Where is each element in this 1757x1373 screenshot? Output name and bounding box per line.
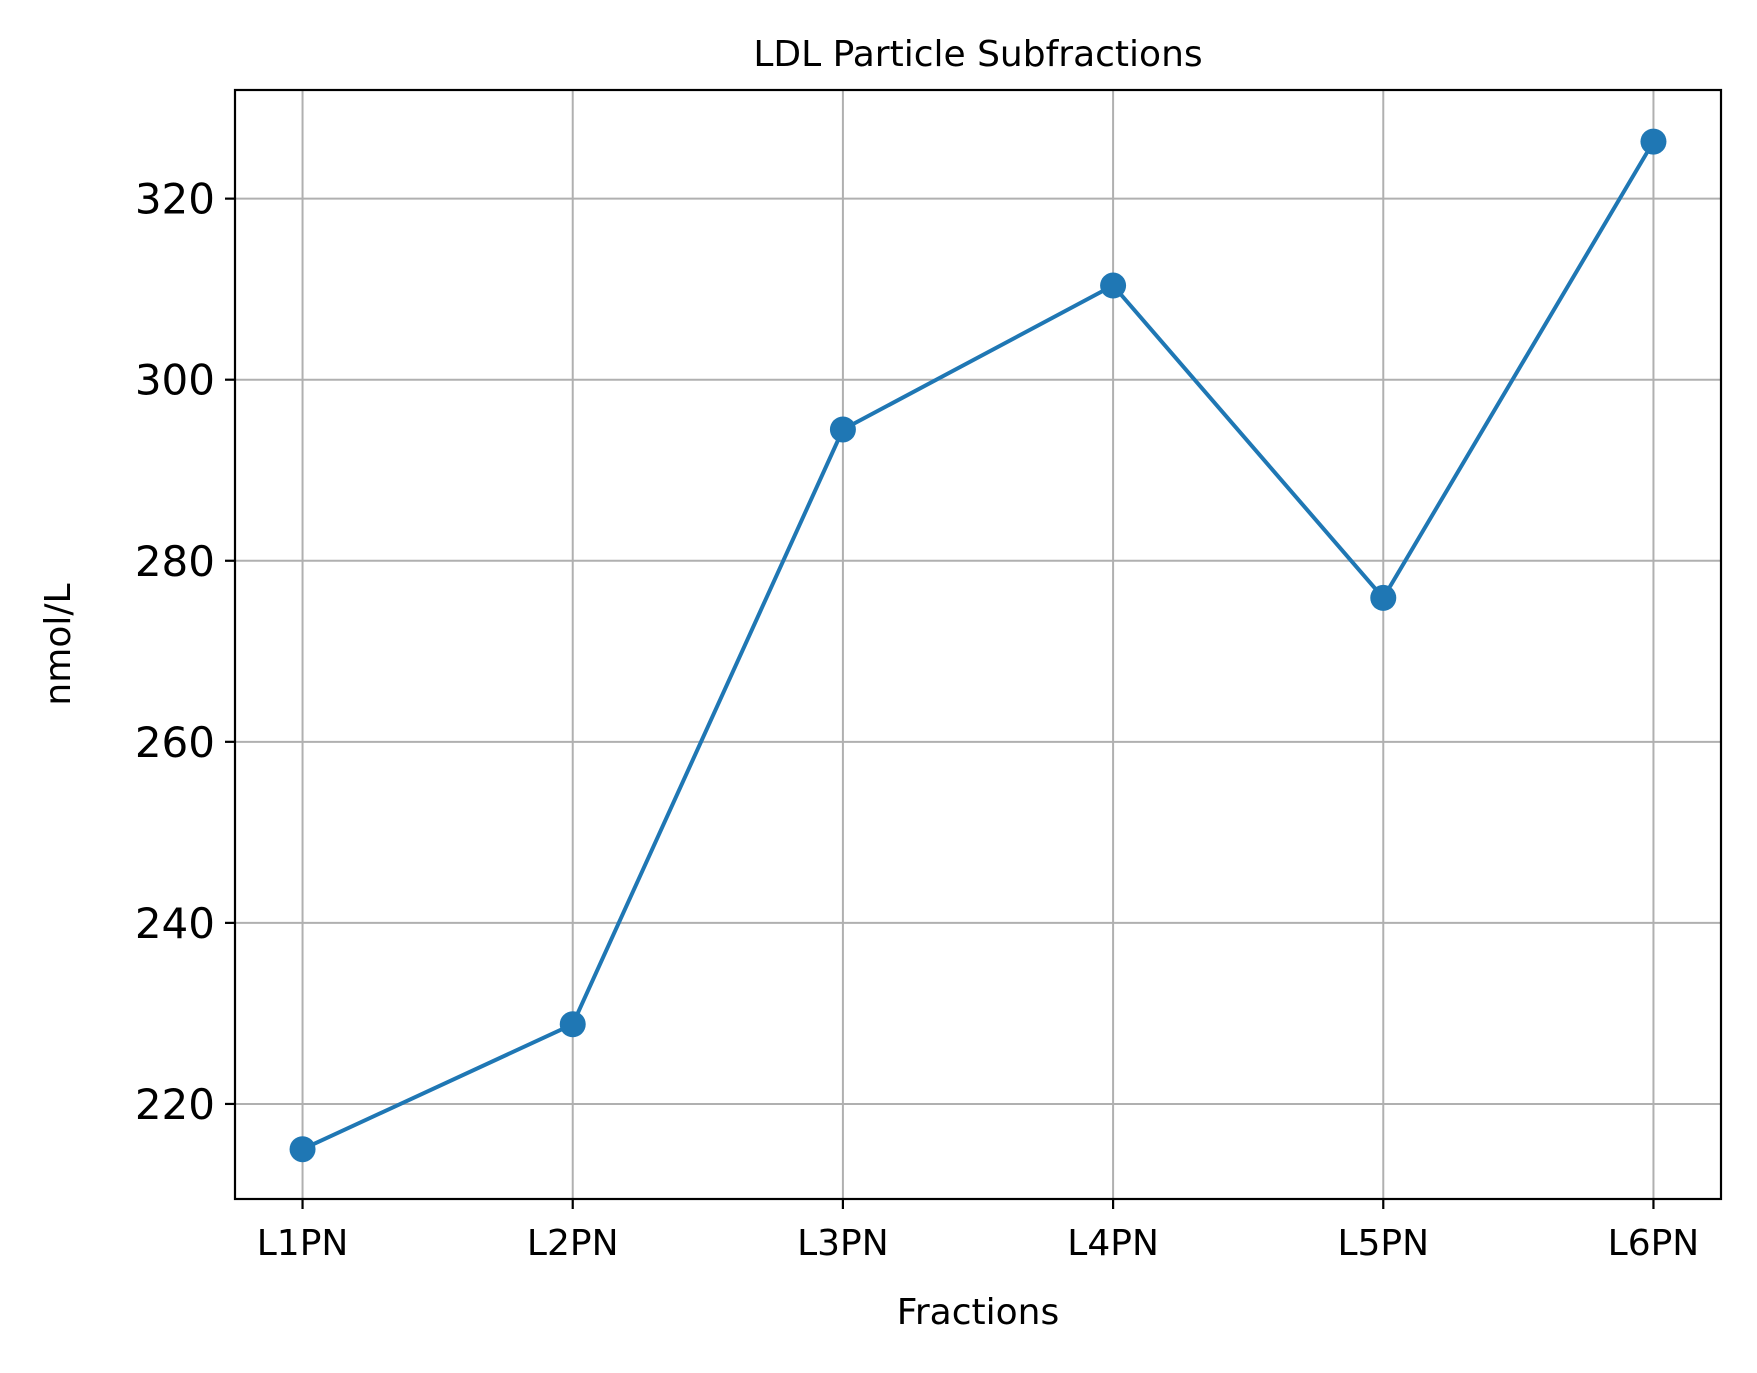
data-point: [1100, 272, 1127, 299]
y-tick-label: 240: [135, 899, 215, 948]
series-line: [301, 140, 1656, 1152]
data-point: [1370, 584, 1397, 611]
x-tick-label: L6PN: [1608, 1223, 1700, 1264]
y-axis-title: nmol/L: [38, 583, 79, 705]
y-tick-label: 320: [135, 175, 215, 224]
x-tick-label: L3PN: [797, 1223, 889, 1264]
axis-ticks: L1PN L2PN L3PN L4PN L5PN L6PN 220 240 260 280 300 3…: [135, 175, 1699, 1264]
y-tick-label: 220: [135, 1080, 215, 1129]
chart-title: LDL Particle Subfractions: [753, 34, 1202, 75]
y-tick-label: 280: [135, 537, 215, 586]
data-point: [829, 416, 856, 443]
x-tick-label: L5PN: [1337, 1223, 1429, 1264]
data-point: [559, 1011, 586, 1038]
plot-area-frame: [233, 88, 1723, 1201]
y-tick-label: 300: [135, 356, 215, 405]
x-tick-label: L2PN: [527, 1223, 619, 1264]
grid: [235, 90, 1721, 1199]
data-point: [289, 1136, 316, 1163]
y-tick-label: 260: [135, 718, 215, 767]
x-tick-label: L4PN: [1067, 1223, 1159, 1264]
data-point: [1640, 128, 1667, 155]
x-tick-label: L1PN: [257, 1223, 349, 1264]
x-axis-title: Fractions: [897, 1292, 1059, 1333]
series-layer: [289, 128, 1667, 1163]
